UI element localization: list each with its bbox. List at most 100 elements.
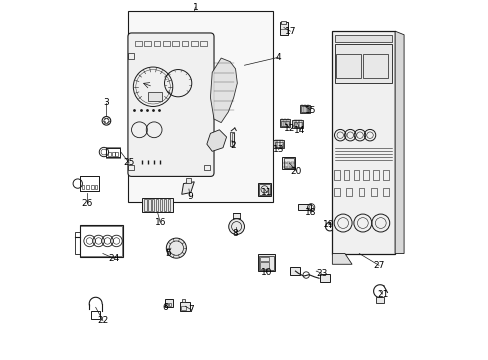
Text: 25: 25 xyxy=(123,158,134,167)
Circle shape xyxy=(228,219,244,234)
Bar xyxy=(362,54,387,78)
Bar xyxy=(231,134,234,142)
Bar xyxy=(282,157,294,169)
Bar xyxy=(290,162,293,164)
Bar xyxy=(142,198,172,212)
Bar xyxy=(383,170,388,180)
Bar xyxy=(273,140,284,148)
Bar xyxy=(319,274,329,282)
Text: 3: 3 xyxy=(103,98,109,107)
Text: 16: 16 xyxy=(154,218,165,227)
Text: 26: 26 xyxy=(81,199,93,208)
Bar xyxy=(296,120,298,128)
Bar xyxy=(383,188,388,196)
Bar xyxy=(167,243,172,253)
Bar xyxy=(280,140,282,148)
Bar xyxy=(335,54,360,78)
Bar xyxy=(353,170,359,180)
Bar xyxy=(153,41,160,45)
Bar xyxy=(185,178,191,183)
Bar xyxy=(203,165,209,170)
Bar xyxy=(128,53,133,59)
Bar xyxy=(172,41,179,45)
Text: 27: 27 xyxy=(372,261,384,270)
Bar xyxy=(277,140,279,148)
Bar xyxy=(144,199,146,211)
Bar xyxy=(306,105,308,113)
Bar xyxy=(80,226,122,256)
Bar xyxy=(343,170,349,180)
Bar xyxy=(80,176,99,191)
Bar xyxy=(279,22,287,35)
Bar xyxy=(373,170,378,180)
Bar xyxy=(375,297,384,303)
Bar xyxy=(106,147,120,158)
Text: 6: 6 xyxy=(162,303,167,312)
Bar xyxy=(112,152,115,156)
Text: 5: 5 xyxy=(165,249,171,258)
Bar xyxy=(260,257,269,261)
Bar xyxy=(86,185,89,189)
Bar xyxy=(333,170,339,180)
Text: 14: 14 xyxy=(294,126,305,135)
Bar xyxy=(358,188,364,196)
Bar xyxy=(281,121,288,126)
Text: 4: 4 xyxy=(275,53,281,62)
Bar xyxy=(182,41,188,45)
Bar xyxy=(281,120,283,127)
Bar xyxy=(333,188,339,196)
Bar xyxy=(286,120,288,127)
Bar xyxy=(280,21,286,24)
Bar xyxy=(95,185,97,189)
Bar xyxy=(144,41,151,45)
Bar xyxy=(156,199,158,211)
Bar xyxy=(284,120,285,127)
Bar xyxy=(152,199,154,211)
Bar xyxy=(128,165,133,170)
Text: 18: 18 xyxy=(305,208,316,217)
Bar xyxy=(165,303,168,306)
Bar xyxy=(164,300,173,307)
Bar xyxy=(259,184,269,195)
Bar xyxy=(299,105,310,113)
Bar xyxy=(334,35,391,42)
Polygon shape xyxy=(332,253,351,264)
Bar xyxy=(160,199,162,211)
Bar xyxy=(286,166,289,168)
Bar xyxy=(290,166,293,168)
Bar xyxy=(293,122,301,127)
Bar xyxy=(257,254,274,271)
Text: 8: 8 xyxy=(232,229,238,238)
Polygon shape xyxy=(182,182,194,194)
Bar xyxy=(163,41,169,45)
Bar xyxy=(115,152,118,156)
Bar xyxy=(297,204,310,211)
Bar xyxy=(230,132,233,146)
Bar xyxy=(128,12,273,202)
Bar xyxy=(180,302,190,311)
Bar xyxy=(370,188,376,196)
Bar xyxy=(80,225,122,257)
Bar xyxy=(301,105,303,113)
Text: 24: 24 xyxy=(108,254,119,263)
Bar xyxy=(334,44,391,83)
FancyBboxPatch shape xyxy=(128,33,214,176)
Bar xyxy=(293,120,295,128)
Bar xyxy=(167,199,170,211)
Text: 9: 9 xyxy=(187,192,192,201)
Bar xyxy=(147,92,162,101)
Polygon shape xyxy=(210,58,237,123)
Bar xyxy=(304,105,305,113)
Bar xyxy=(274,141,282,147)
Bar xyxy=(274,140,276,148)
Bar xyxy=(259,256,273,270)
Bar xyxy=(283,158,293,168)
Text: 12: 12 xyxy=(283,123,294,132)
Text: 1: 1 xyxy=(192,3,198,12)
Bar xyxy=(200,41,206,45)
Bar xyxy=(191,41,197,45)
Bar xyxy=(257,183,271,196)
Bar xyxy=(286,162,289,164)
Bar xyxy=(181,306,185,310)
Text: 7: 7 xyxy=(188,305,194,314)
